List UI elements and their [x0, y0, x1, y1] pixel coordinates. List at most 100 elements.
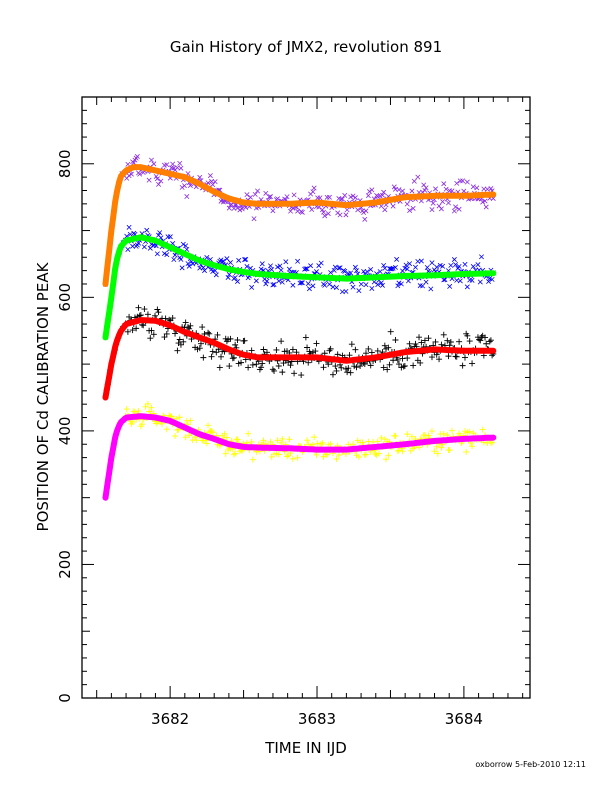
data-point	[314, 440, 321, 447]
data-point	[412, 340, 419, 347]
data-point	[295, 258, 301, 264]
data-point	[137, 312, 144, 319]
data-point	[291, 370, 298, 377]
data-point	[457, 178, 463, 184]
data-point	[381, 189, 387, 195]
data-point	[447, 339, 454, 345]
data-point	[404, 355, 411, 362]
data-point	[320, 364, 327, 371]
data-point	[350, 193, 356, 199]
y-tick-label: 200	[56, 550, 74, 579]
x-tick-label: 3684	[445, 710, 483, 728]
data-point	[380, 192, 385, 198]
data-point	[343, 288, 349, 294]
data-point	[245, 430, 252, 437]
data-point	[293, 349, 300, 356]
data-point	[394, 256, 400, 262]
data-point	[255, 188, 261, 194]
data-point	[144, 400, 151, 407]
data-point	[177, 160, 183, 166]
data-point	[466, 338, 473, 345]
data-point	[357, 363, 364, 370]
data-point	[247, 194, 253, 200]
data-point	[208, 428, 215, 435]
data-point	[483, 204, 489, 210]
data-point	[483, 340, 490, 347]
data-point	[348, 270, 354, 276]
data-point	[163, 330, 170, 337]
data-point	[271, 367, 278, 374]
data-point	[345, 365, 352, 372]
data-point	[324, 451, 331, 458]
data-point	[126, 224, 132, 230]
data-point	[284, 453, 291, 460]
data-point	[381, 262, 387, 268]
data-point	[178, 165, 184, 171]
data-point	[371, 279, 377, 285]
data-point	[146, 177, 152, 183]
data-point	[434, 450, 441, 457]
data-point	[268, 263, 273, 269]
data-point	[383, 456, 390, 463]
data-point	[151, 161, 157, 167]
data-point	[321, 209, 327, 215]
data-point	[183, 243, 189, 249]
data-point	[456, 338, 463, 345]
data-point	[368, 266, 374, 272]
data-point	[169, 315, 176, 322]
data-point	[327, 345, 334, 352]
data-point	[227, 260, 233, 266]
data-point	[445, 353, 452, 360]
data-point	[395, 361, 402, 368]
data-point	[381, 342, 388, 349]
data-point	[355, 207, 361, 213]
data-point	[352, 195, 358, 201]
data-point	[208, 353, 215, 360]
data-point	[170, 161, 176, 167]
data-point	[187, 417, 194, 424]
data-point	[470, 264, 476, 269]
data-point	[289, 455, 296, 462]
data-point	[269, 267, 275, 273]
data-point	[304, 344, 311, 351]
data-point	[308, 263, 314, 269]
data-point	[193, 437, 200, 444]
data-point	[331, 267, 337, 273]
data-point	[475, 262, 481, 268]
data-point	[218, 353, 225, 360]
data-point	[404, 201, 410, 207]
data-point	[361, 451, 368, 458]
data-point	[343, 212, 349, 218]
data-point	[440, 263, 446, 269]
data-point	[126, 313, 133, 320]
data-point	[176, 414, 183, 421]
data-point	[305, 281, 311, 287]
data-point	[399, 355, 406, 362]
data-point	[141, 244, 147, 250]
data-point	[432, 338, 439, 345]
data-point	[375, 450, 382, 457]
data-point	[410, 362, 417, 369]
data-point	[275, 451, 282, 458]
data-point	[385, 344, 392, 351]
data-point	[163, 426, 170, 433]
data-point	[428, 428, 435, 435]
data-point	[179, 265, 185, 271]
data-point	[253, 278, 259, 284]
data-point	[319, 439, 326, 446]
data-point	[248, 438, 255, 445]
data-point	[277, 263, 283, 269]
data-point	[353, 364, 360, 371]
data-point	[456, 263, 462, 269]
data-point	[344, 207, 350, 213]
data-point	[135, 304, 142, 311]
data-point	[239, 206, 245, 212]
data-point	[464, 179, 470, 185]
data-point	[258, 364, 265, 371]
data-point	[362, 216, 368, 222]
data-point	[415, 174, 421, 180]
x-axis-title: TIME IN IJD	[264, 739, 347, 757]
data-point	[200, 354, 207, 361]
data-point	[457, 278, 463, 284]
data-point	[148, 157, 154, 163]
